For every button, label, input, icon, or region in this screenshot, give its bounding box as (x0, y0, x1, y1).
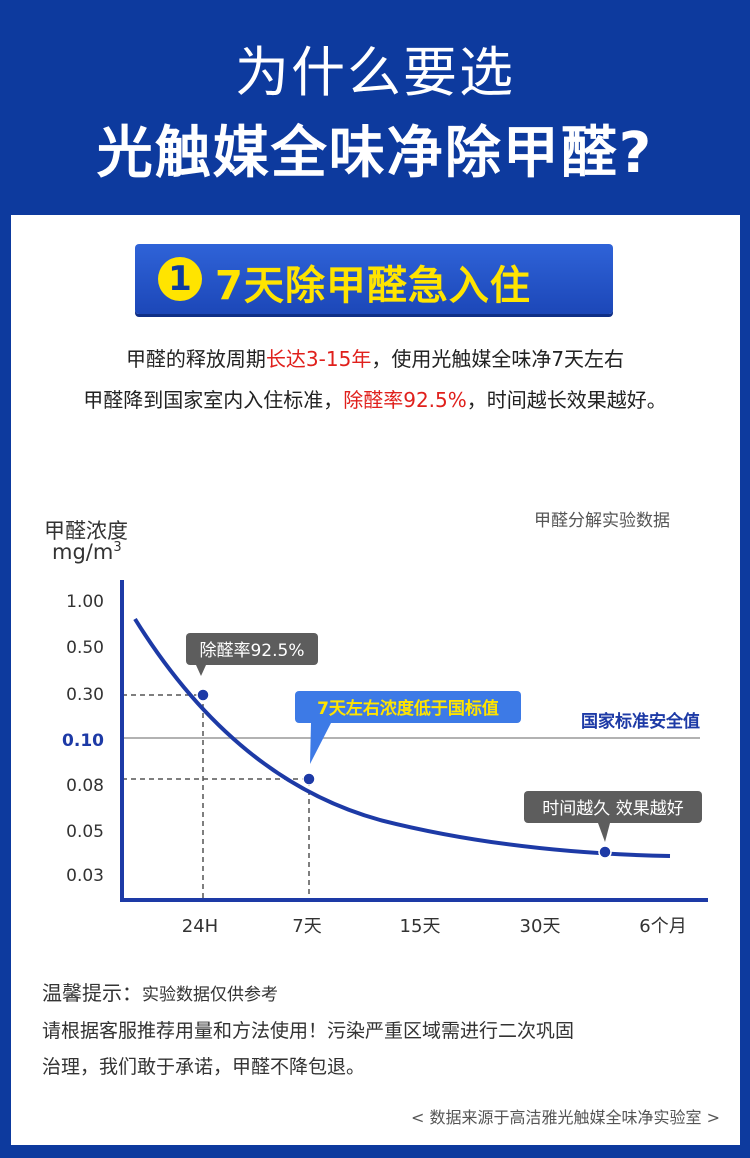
y-tick-label: 1.00 (66, 592, 104, 612)
x-tick-label: 6个月 (639, 916, 686, 937)
intro-line-2: 甲醛降到国家室内入住标准，除醛率92.5%，时间越长效果越好。 (0, 384, 750, 413)
chart-note: 甲醛分解实验数据 (534, 511, 670, 531)
guide-line (122, 694, 204, 900)
y-tick-label: 0.03 (66, 866, 104, 886)
guide-line (122, 778, 310, 900)
intro-highlight: 长达3-15年 (265, 347, 372, 371)
data-source: < 数据来源于高洁雅光触媒全味净实验室 > (411, 1108, 720, 1127)
x-tick-label: 30天 (520, 916, 561, 937)
callout-standard-text: 7天左右浓度低于国标值 (317, 698, 499, 719)
standard-label: 国家标准安全值 (581, 711, 700, 732)
badge-title: 7天除甲醛急入住 (215, 263, 531, 309)
intro-highlight: 除醛率92.5% (343, 388, 467, 412)
data-points (196, 688, 612, 859)
guides (122, 694, 310, 900)
y-axis-unit: mg/m3 (52, 540, 122, 564)
intro-text: 甲醛的释放周期 (125, 347, 266, 371)
concentration-curve (133, 617, 671, 858)
tip-title-sub: 实验数据仅供参考 (142, 985, 278, 1005)
intro-line-1: 甲醛的释放周期长达3-15年，使用光触媒全味净7天左右 (0, 343, 750, 372)
callout-removal-rate-text: 除醛率92.5% (199, 641, 304, 661)
callout-standard: 7天左右浓度低于国标值 (295, 691, 521, 764)
data-point (302, 772, 316, 786)
intro-text: 甲醛降到国家室内入住标准， (83, 388, 344, 412)
x-tick-label: 24H (182, 916, 218, 937)
intro-text: ，时间越长效果越好。 (466, 388, 667, 412)
y-tick-label: 0.05 (66, 822, 104, 842)
y-tick-label: 0.10 (62, 731, 104, 751)
callout-longer-text: 时间越久 效果越好 (542, 799, 683, 819)
data-point (598, 845, 612, 859)
callout-removal-rate: 除醛率92.5% (186, 633, 318, 676)
tip-heading: 温馨提示：实验数据仅供参考 (42, 977, 278, 1006)
y-ticks: 1.00 0.50 0.30 0.10 0.08 0.05 0.03 (62, 592, 104, 886)
y-axis-unit-sup: 3 (113, 540, 122, 555)
x-ticks: 24H 7天 15天 30天 6个月 (182, 916, 687, 937)
intro-text: ，使用光触媒全味净7天左右 (371, 347, 625, 371)
tip-title: 温馨提示： (42, 981, 142, 1005)
title-line-2: 光触媒全味净除甲醛? (96, 121, 654, 186)
formaldehyde-chart: 1.00 0.50 0.30 0.10 0.08 0.05 0.03 24H 7天 15天 30天… (62, 580, 708, 937)
callout-longer: 时间越久 效果越好 (524, 791, 702, 842)
page-header: 为什么要选 光触媒全味净除甲醛? (0, 0, 750, 215)
y-tick-label: 0.08 (66, 776, 104, 796)
y-tick-label: 0.50 (66, 638, 104, 658)
section-badge: 1 7天除甲醛急入住 (135, 244, 613, 314)
y-axis-label: 甲醛浓度 (44, 519, 128, 543)
x-tick-label: 15天 (400, 916, 441, 937)
content-card (11, 215, 740, 1145)
title-line-1: 为什么要选 (235, 41, 515, 104)
badge-number: 1 (158, 257, 202, 301)
data-point (196, 688, 210, 702)
x-tick-label: 7天 (292, 916, 321, 937)
tip-line-1: 请根据客服推荐用量和方法使用！污染严重区域需进行二次巩固 (42, 1020, 575, 1042)
tip-line-2: 治理，我们敢于承诺，甲醛不降包退。 (42, 1056, 366, 1078)
y-axis-unit-text: mg/m (52, 540, 114, 564)
y-tick-label: 0.30 (66, 685, 104, 705)
